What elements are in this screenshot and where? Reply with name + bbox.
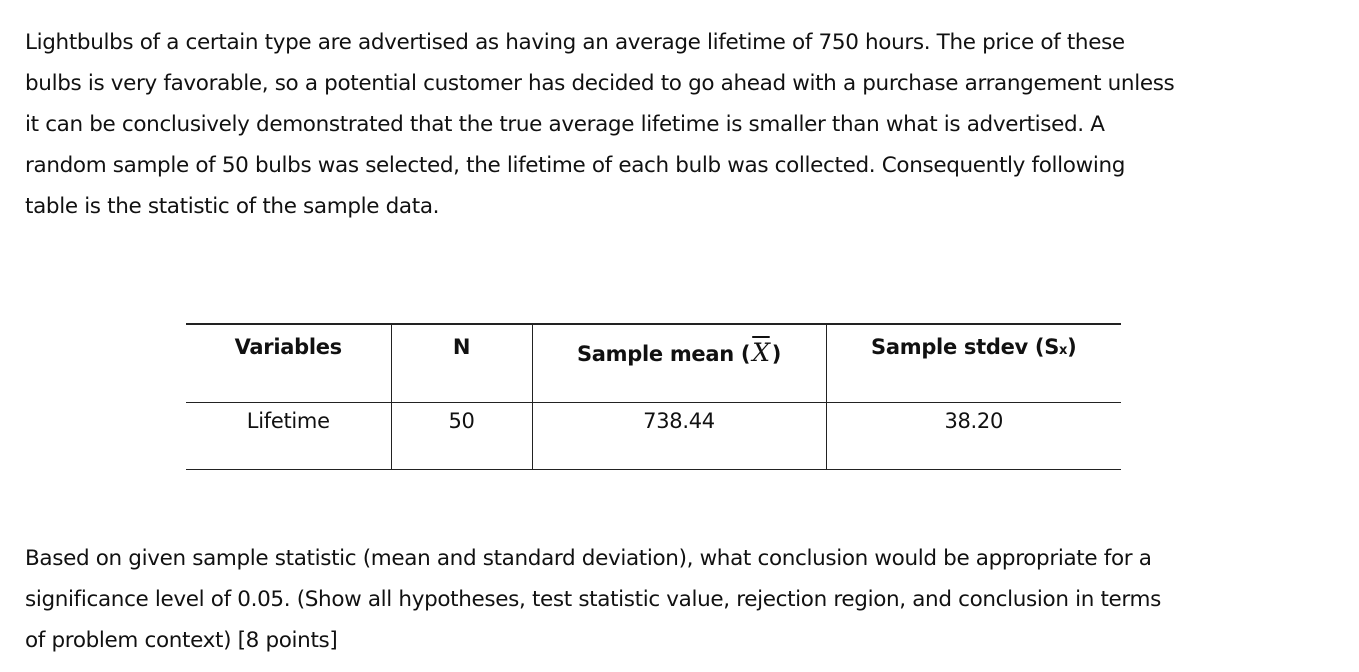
header-stdev-prefix: Sample stdev (S bbox=[871, 335, 1060, 359]
header-variables: Variables bbox=[186, 324, 392, 402]
header-mean-suffix: ) bbox=[771, 342, 782, 366]
header-n: N bbox=[390, 324, 533, 402]
question-line: of problem context) bbox=[25, 628, 232, 653]
table-header-row: Variables N Sample mean (X) Sample stdev… bbox=[186, 324, 1121, 402]
stdev-subscript: x bbox=[1059, 343, 1068, 358]
header-sample-mean: Sample mean (X) bbox=[531, 324, 827, 402]
question-last-line: of problem context) [8 points] bbox=[25, 620, 1311, 661]
header-stdev-suffix: ) bbox=[1067, 335, 1077, 359]
header-mean-prefix: Sample mean ( bbox=[576, 342, 751, 366]
cell-n: 50 bbox=[390, 402, 533, 469]
sample-statistics-table: Variables N Sample mean (X) Sample stdev… bbox=[186, 323, 1121, 470]
points-label: [8 points] bbox=[237, 628, 338, 653]
question-line: significance level of 0.05. (Show all hy… bbox=[25, 587, 1161, 612]
statement-line: random sample of 50 bulbs was selected, … bbox=[25, 153, 1126, 178]
xbar-symbol: X bbox=[752, 338, 770, 367]
statement-line: bulbs is very favorable, so a potential … bbox=[25, 71, 1175, 96]
statement-line: Lightbulbs of a certain type are adverti… bbox=[25, 30, 1125, 55]
statement-line: table is the statistic of the sample dat… bbox=[25, 194, 440, 219]
question-text: Based on given sample statistic (mean an… bbox=[25, 538, 1315, 661]
cell-stdev: 38.20 bbox=[825, 402, 1121, 469]
problem-statement: Lightbulbs of a certain type are adverti… bbox=[25, 22, 1335, 227]
cell-mean: 738.44 bbox=[531, 402, 827, 469]
header-sample-stdev: Sample stdev (Sx) bbox=[825, 324, 1121, 402]
cell-variable: Lifetime bbox=[186, 402, 392, 469]
question-line: Based on given sample statistic (mean an… bbox=[25, 546, 1152, 571]
table-row: Lifetime 50 738.44 38.20 bbox=[186, 402, 1121, 469]
statement-line: it can be conclusively demonstrated that… bbox=[25, 112, 1105, 137]
